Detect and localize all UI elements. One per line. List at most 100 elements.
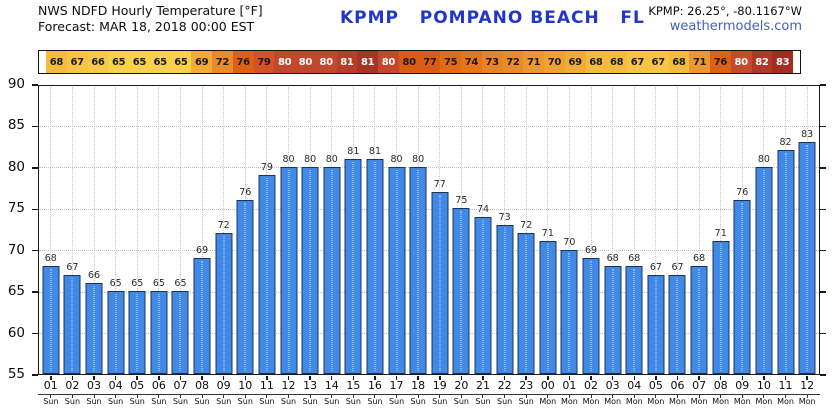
hour-label-cell: 17 xyxy=(386,379,408,392)
x-axis-tick-cell xyxy=(343,376,365,381)
bar-slot: 80 xyxy=(753,85,775,375)
day-label: Sun xyxy=(216,397,232,406)
gridline-horizontal xyxy=(39,208,819,210)
day-label-cell: Sun xyxy=(494,397,516,407)
ruler-tick-cell xyxy=(688,395,710,398)
bar-slot: 83 xyxy=(796,85,818,375)
ruler-tick-cell xyxy=(407,395,429,398)
ruler-tick xyxy=(655,395,657,398)
temperature-bar xyxy=(539,241,557,374)
bar-slot: 68 xyxy=(688,85,710,375)
hour-label: 00 xyxy=(540,379,555,392)
day-label: Sun xyxy=(345,397,361,406)
ruler-tick-cell xyxy=(386,395,408,398)
temperature-bar xyxy=(712,241,730,374)
day-label: Sun xyxy=(43,397,59,406)
x-axis-tick-cell xyxy=(667,376,689,381)
ruler-tick-cell xyxy=(753,395,775,398)
ruler-tick-cell xyxy=(343,395,365,398)
day-label: Mon xyxy=(647,397,665,406)
x-axis-tick xyxy=(590,376,592,380)
x-axis-tick xyxy=(741,376,744,380)
day-label-cell: Sun xyxy=(343,397,365,407)
hour-label-cell: 11 xyxy=(775,379,797,392)
x-axis-tick-cell xyxy=(40,376,62,381)
ruler-tick-cell xyxy=(472,395,494,398)
hour-label: 03 xyxy=(605,379,620,392)
hour-label: 15 xyxy=(346,379,361,392)
day-label-cell: Mon xyxy=(602,397,624,407)
x-axis-tick xyxy=(374,376,376,380)
temperature-bar xyxy=(301,166,319,374)
hour-label-cell: 05 xyxy=(126,379,148,392)
ruler-tick-cell xyxy=(62,395,84,398)
x-axis-tick xyxy=(179,376,182,380)
website-link[interactable]: weathermodels.com xyxy=(669,19,802,34)
temperature-bar xyxy=(344,158,362,374)
x-axis-tick-cell xyxy=(559,376,581,381)
hour-label: 19 xyxy=(432,379,447,392)
hour-label: 01 xyxy=(562,379,577,392)
x-axis-tick xyxy=(352,376,355,380)
x-axis-tick xyxy=(503,376,506,380)
bar-slot: 68 xyxy=(623,85,645,375)
ruler-tick-cell xyxy=(451,395,473,398)
x-axis-tick xyxy=(633,376,635,380)
ruler-tick-cell xyxy=(126,395,148,398)
temperature-bar xyxy=(582,258,600,374)
bar-value-label: 80 xyxy=(412,153,425,165)
ruler-tick xyxy=(331,395,333,398)
day-label: Sun xyxy=(432,397,448,406)
x-axis-tick xyxy=(71,376,74,380)
day-label-cell: Mon xyxy=(688,397,710,407)
bar-value-label: 74 xyxy=(476,203,490,215)
day-label: Mon xyxy=(712,397,730,406)
ruler-tick-cell xyxy=(580,395,602,398)
x-axis-tick-cell xyxy=(451,376,473,381)
x-axis-ticks xyxy=(38,376,820,381)
hour-label: 07 xyxy=(173,379,188,392)
temperature-bar xyxy=(604,266,622,374)
y-axis-tick xyxy=(32,249,38,252)
hour-label-cell: 16 xyxy=(364,379,386,392)
day-label-cell: Sun xyxy=(299,397,321,407)
ruler-tick xyxy=(417,395,419,398)
day-label-cell: Sun xyxy=(62,397,84,407)
temperature-bar xyxy=(193,258,211,374)
bar-value-label: 77 xyxy=(433,178,446,190)
bar-slot: 80 xyxy=(386,85,408,375)
ruler-tick xyxy=(93,395,95,398)
bar-slot: 80 xyxy=(407,85,429,375)
x-axis-tick xyxy=(784,376,787,380)
day-label: Sun xyxy=(194,397,210,406)
bar-value-label: 71 xyxy=(714,228,727,240)
strip-cell: 83 xyxy=(772,51,793,73)
x-axis-tick-cell xyxy=(278,376,300,381)
temperature-bar xyxy=(42,266,60,374)
hour-label-cell: 07 xyxy=(170,379,192,392)
bar-slot: 81 xyxy=(364,85,386,375)
strip-cell: 71 xyxy=(523,51,544,73)
hour-label-cell: 03 xyxy=(602,379,624,392)
day-label: Sun xyxy=(475,397,491,406)
x-axis-tick xyxy=(158,376,160,380)
temperature-bar xyxy=(755,166,773,374)
x-axis-tick-cell xyxy=(753,376,775,381)
x-axis-tick xyxy=(460,376,463,380)
day-label: Sun xyxy=(259,397,275,406)
day-label-cell: Sun xyxy=(407,397,429,407)
hour-label-cell: 02 xyxy=(580,379,602,392)
hour-label-cell: 07 xyxy=(688,379,710,392)
strip-cell: 74 xyxy=(461,51,482,73)
ruler-tick-cell xyxy=(191,395,213,398)
temperature-bar xyxy=(733,200,751,374)
hour-label: 20 xyxy=(454,379,469,392)
hour-label: 11 xyxy=(259,379,274,392)
bar-value-label: 80 xyxy=(757,153,770,165)
y-axis-tick xyxy=(32,374,38,376)
bar-slot: 75 xyxy=(451,85,473,375)
x-axis-tick-cell xyxy=(472,376,494,381)
hour-label: 05 xyxy=(648,379,663,392)
strip-cell: 80 xyxy=(315,51,337,73)
bar-value-label: 81 xyxy=(347,145,360,157)
